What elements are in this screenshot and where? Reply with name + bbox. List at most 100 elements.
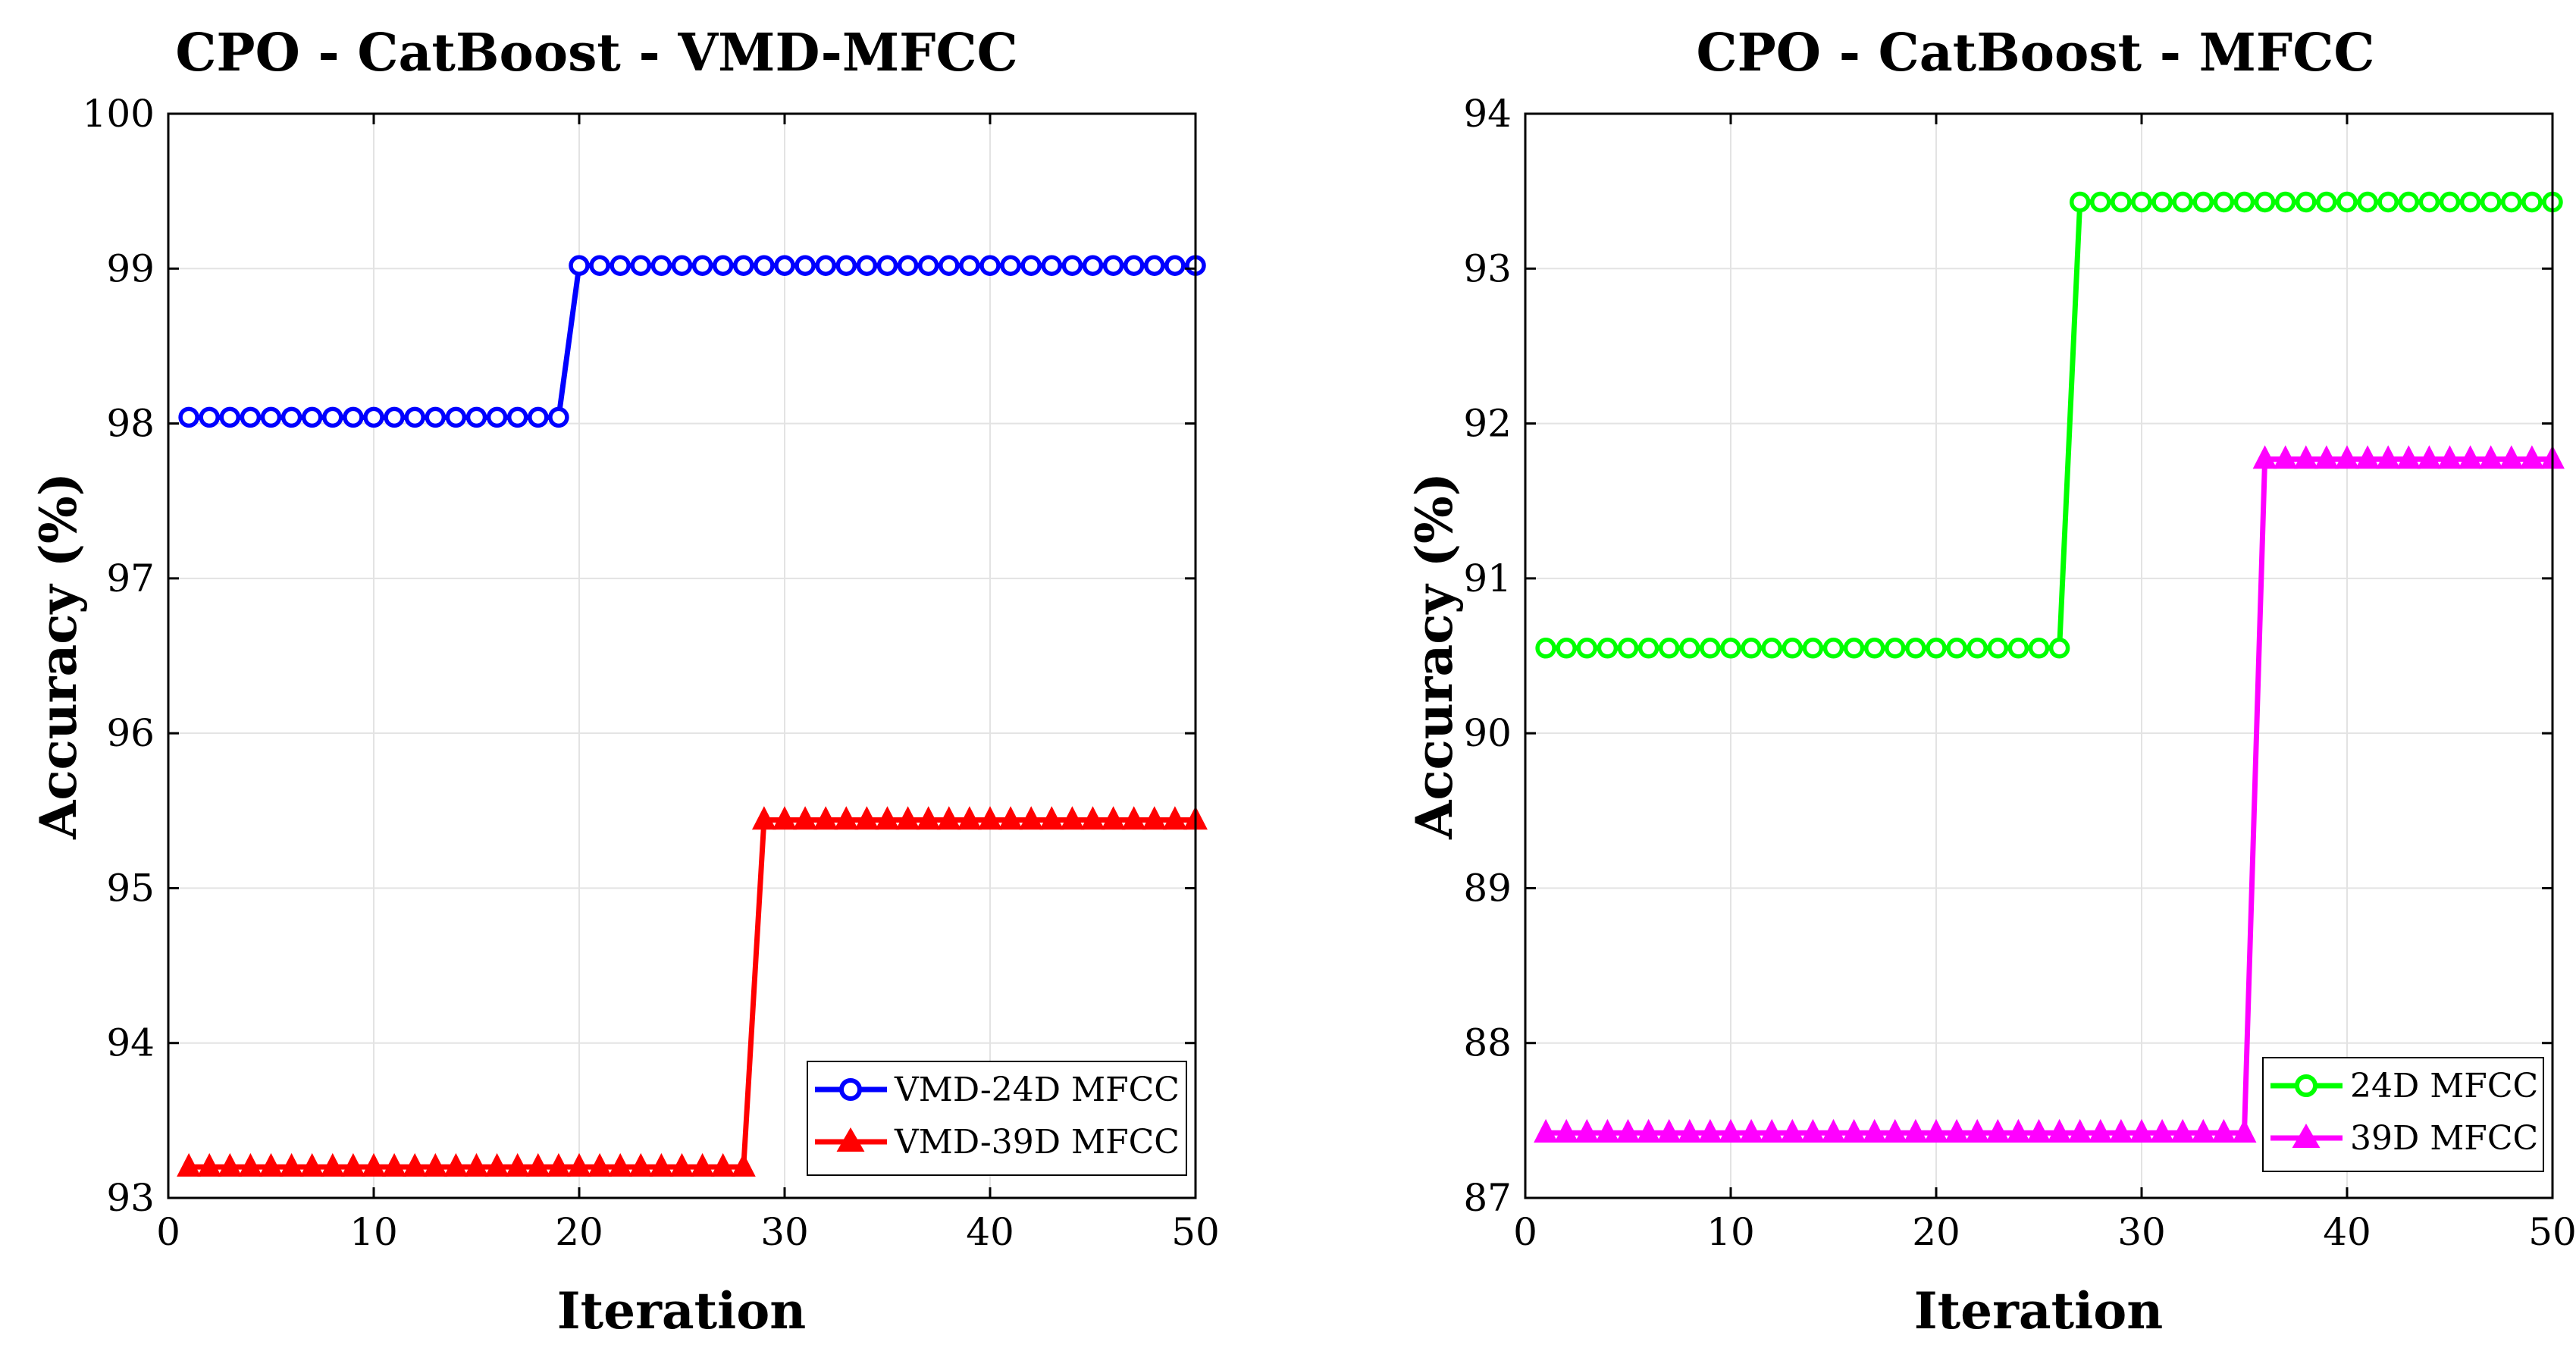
data-point [628,1152,653,1177]
legend-marker-24d [2295,1074,2317,1097]
data-point [506,406,528,428]
y-tick-label: 93 [1463,246,1512,290]
data-point [197,1152,222,1177]
data-point [219,406,241,428]
data-point [443,1152,469,1177]
data-point [178,406,199,428]
data-point [1926,638,1947,659]
data-point [465,406,487,428]
data-point [2336,191,2358,213]
data-point [2067,1118,2092,1143]
chart-right-plot-area [1534,191,2565,1143]
data-point [731,1152,756,1177]
y-tick-label: 97 [106,556,155,600]
data-point [650,255,672,276]
data-point [876,255,898,276]
y-tick-label: 90 [1463,711,1512,755]
data-point [939,255,960,276]
data-point [2316,191,2337,213]
x-tick-label: 50 [2528,1210,2576,1254]
data-point [2439,191,2461,213]
data-point [2254,191,2276,213]
data-point [362,1152,386,1177]
data-point [1534,1118,1559,1143]
data-point [1882,1118,1907,1143]
legend-label-24d: 24D MFCC [2350,1067,2538,1105]
data-point [2417,445,2442,469]
data-point [1061,255,1083,276]
x-tick-label: 20 [1912,1210,1960,1254]
data-point [2170,1118,2195,1143]
data-point [1822,638,1844,659]
data-point [2521,191,2543,213]
data-point [2478,445,2503,469]
chart-left-legend-box [807,1061,1187,1176]
data-point [403,1152,428,1177]
x-tick-label: 30 [2117,1210,2166,1254]
data-point [1656,1118,1681,1143]
data-point [199,406,220,428]
x-tick-label: 0 [1513,1210,1537,1254]
data-point [2274,191,2296,213]
legend-marker-vmd-24d [839,1078,862,1101]
data-point [1000,255,1021,276]
data-point [834,806,859,830]
data-point [1575,1118,1600,1143]
data-point [528,406,549,428]
y-tick-label: 93 [106,1176,155,1220]
data-point [1595,1118,1620,1143]
data-point [2111,191,2132,213]
data-point [2151,191,2173,213]
x-tick-label: 0 [156,1210,180,1254]
data-point [1554,1118,1579,1143]
data-point [1142,806,1167,830]
x-tick-label: 40 [966,1210,1014,1254]
data-point [340,1152,365,1177]
legend-marker-vmd-39d [836,1127,865,1152]
data-point [979,255,1001,276]
data-point [259,1152,284,1177]
data-point [813,806,838,830]
data-point [2047,1118,2072,1143]
chart-right-title: CPO - CatBoost - MFCC [1697,23,2375,83]
data-point [690,1152,715,1177]
y-tick-label: 98 [106,402,155,446]
data-point [774,255,795,276]
data-point [671,255,693,276]
data-point [2519,445,2544,469]
data-point [793,806,818,830]
data-point [649,1152,674,1177]
data-point [589,255,610,276]
data-point [2090,191,2111,213]
data-point [299,1152,324,1177]
data-point [2252,445,2277,469]
data-point [1082,255,1104,276]
data-point [1637,638,1659,659]
data-point [2357,191,2378,213]
x-tick-label: 50 [1171,1210,1220,1254]
data-point [1615,1118,1641,1143]
chart-right-axes-box [1524,112,2554,1199]
data-point [2129,1118,2154,1143]
data-point [936,806,961,830]
data-point [1985,1118,2010,1143]
data-point [546,1152,571,1177]
data-point [1863,638,1885,659]
data-point [1905,638,1926,659]
data-point [1121,806,1146,830]
data-point [794,255,816,276]
data-point [1535,638,1556,659]
data-point [2355,445,2380,469]
data-point [1862,1118,1887,1143]
data-point [423,1152,448,1177]
data-point [1800,1118,1825,1143]
data-point [1658,638,1680,659]
data-point [1903,1118,1928,1143]
chart-left-title: CPO - CatBoost - VMD-MFCC [175,23,1017,83]
data-point [2437,445,2462,469]
data-point [1739,1118,1764,1143]
data-point [1720,638,1741,659]
data-point [710,1152,735,1177]
data-point [875,806,900,830]
data-point [2376,445,2401,469]
